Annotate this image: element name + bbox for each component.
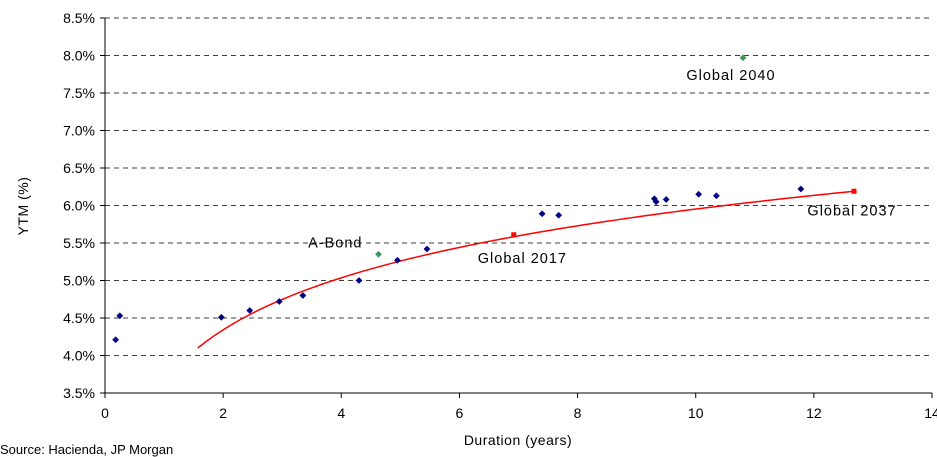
data-point-diamond — [662, 196, 670, 203]
y-tick-label: 3.5% — [63, 385, 95, 401]
data-point-square — [511, 232, 517, 238]
data-point-diamond — [555, 211, 563, 219]
x-tick-label: 14 — [924, 405, 937, 421]
annotation-label: Global 2017 — [478, 251, 567, 267]
data-point-diamond — [739, 54, 747, 62]
data-points — [112, 54, 857, 344]
data-point-square — [851, 188, 857, 194]
data-point-diamond — [246, 307, 254, 314]
y-axis-title: YTM (%) — [15, 177, 31, 236]
y-tick-label: 5.5% — [63, 235, 95, 251]
x-tick-label: 0 — [101, 405, 109, 421]
y-tick-labels: 3.5% 4.0% 4.5% 5.0% 5.5% 6.0% 6.5% 7.0% 7.5% 8.0%… — [63, 10, 95, 401]
y-tick-label: 5.0% — [63, 273, 95, 289]
x-axis-title: Duration (years) — [464, 432, 572, 448]
data-point-diamond — [712, 192, 720, 200]
data-point-diamond — [797, 185, 805, 193]
trend-line-group — [197, 190, 855, 349]
y-tick-label: 8.0% — [63, 48, 95, 64]
data-point-diamond — [423, 245, 431, 253]
x-tick-label: 12 — [806, 405, 822, 421]
x-tick-label: 2 — [219, 405, 227, 421]
x-tick-label: 8 — [574, 405, 582, 421]
data-point-diamond — [375, 250, 382, 258]
data-point-diamond — [695, 190, 703, 198]
data-point-diamond — [116, 312, 124, 320]
data-point-diamond — [217, 313, 225, 321]
y-tick-label: 6.0% — [63, 198, 95, 214]
data-point-diamond — [299, 292, 307, 299]
annotation-label: Global 2040 — [686, 68, 775, 84]
x-tick-labels: 0 2 4 6 8 10 12 14 — [101, 393, 937, 421]
y-tick-label: 7.0% — [63, 123, 95, 139]
data-point-diamond — [394, 256, 401, 264]
y-tick-label: 7.5% — [63, 85, 95, 101]
annotation-label: A-Bond — [308, 235, 362, 251]
source-note: Source: Hacienda, JP Morgan — [0, 442, 174, 457]
data-point-diamond — [538, 210, 546, 218]
data-point-diamond — [355, 277, 363, 284]
y-tick-label: 4.0% — [63, 348, 95, 364]
y-tick-label: 6.5% — [63, 160, 95, 176]
data-point-diamond — [652, 198, 660, 206]
x-tick-label: 6 — [456, 405, 464, 421]
trend-line — [197, 190, 855, 349]
axes — [104, 18, 932, 394]
annotation-label: Global 2037 — [807, 203, 896, 219]
data-point-diamond — [275, 298, 283, 305]
annotations: Global 2040 A-Bond Global 2017 Global 2037 — [308, 68, 896, 267]
data-point-diamond — [112, 336, 120, 344]
y-tick-label: 8.5% — [63, 10, 95, 26]
x-tick-label: 4 — [337, 405, 345, 421]
x-tick-label: 10 — [688, 405, 704, 421]
y-tick-label: 4.5% — [63, 310, 95, 326]
